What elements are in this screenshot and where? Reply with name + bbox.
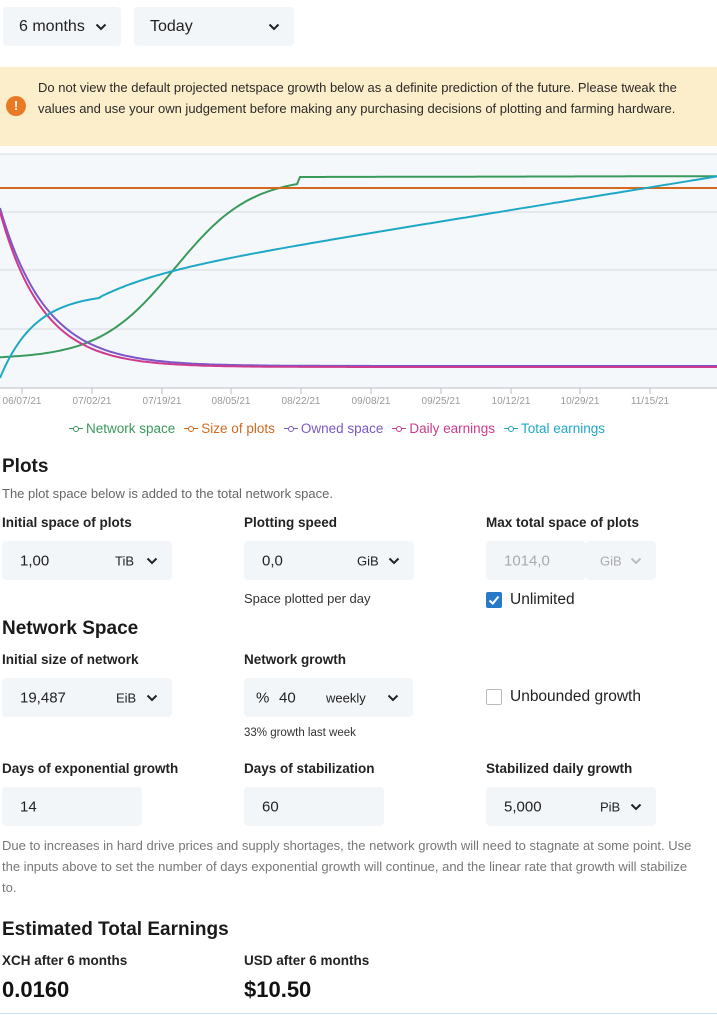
- chart-gridlines: [0, 153, 717, 389]
- x-tick-label: 08/22/21: [282, 396, 321, 407]
- legend-item[interactable]: Owned space: [283, 421, 384, 436]
- plotting-speed-value: 0,0: [262, 552, 283, 569]
- days-exponential-value: 14: [20, 798, 37, 815]
- stabilized-growth-unit[interactable]: PiB: [600, 799, 621, 814]
- chevron-down-icon: [268, 23, 280, 30]
- chevron-down-icon[interactable]: [387, 694, 399, 702]
- start-select[interactable]: Today: [134, 7, 294, 46]
- initial-network-value: 19,487: [20, 689, 66, 706]
- period-select[interactable]: 6 months: [3, 7, 121, 46]
- chevron-down-icon[interactable]: [630, 803, 642, 811]
- legend-marker-icon: [392, 424, 407, 434]
- warning-text: Do not view the default projected netspa…: [38, 80, 677, 116]
- bottom-divider: [0, 1013, 717, 1014]
- max-space-unit-select[interactable]: GiB: [586, 541, 656, 580]
- unbounded-growth-label[interactable]: Unbounded growth: [510, 688, 641, 705]
- series-line-total-earnings: [0, 175, 717, 379]
- days-stabilization-value: 60: [262, 798, 279, 815]
- legend-label: Daily earnings: [409, 421, 495, 436]
- xch-value: 0.0160: [2, 977, 70, 1002]
- legend-item[interactable]: Daily earnings: [392, 421, 495, 436]
- xch-label: XCH after 6 months: [2, 953, 128, 968]
- plotting-speed-unit[interactable]: GiB: [357, 553, 379, 568]
- legend-item[interactable]: Total earnings: [503, 421, 606, 436]
- period-select-value: 6 months: [19, 17, 85, 35]
- x-tick-label: 09/08/21: [352, 396, 391, 407]
- max-space-input[interactable]: 1014,0: [486, 541, 586, 580]
- plotting-speed-input[interactable]: 0,0 GiB: [244, 541, 414, 580]
- start-select-value: Today: [150, 17, 193, 35]
- usd-value: $10.50: [244, 977, 312, 1002]
- days-exponential-input[interactable]: 14: [2, 787, 142, 826]
- exclamation-icon: !: [6, 96, 26, 116]
- x-axis-ticks: [21, 388, 651, 394]
- plots-title: Plots: [2, 456, 49, 477]
- chevron-down-icon[interactable]: [146, 557, 158, 565]
- plotting-speed-hint: Space plotted per day: [244, 591, 371, 606]
- x-tick-label: 09/25/21: [422, 396, 461, 407]
- initial-network-unit[interactable]: EiB: [116, 690, 137, 705]
- stabilized-growth-value: 5,000: [504, 798, 542, 815]
- legend-marker-icon: [283, 424, 298, 434]
- chevron-down-icon[interactable]: [146, 694, 158, 702]
- chevron-down-icon: [95, 23, 107, 30]
- unbounded-growth-checkbox[interactable]: [486, 689, 502, 705]
- legend-label: Network space: [86, 421, 176, 436]
- unlimited-checkbox[interactable]: [486, 592, 502, 608]
- netspace-chart: 06/07/21 07/02/21 07/19/21 08/05/21 08/22/21…: [0, 153, 717, 407]
- series-line-daily-earnings: [0, 211, 717, 368]
- stabilized-growth-label: Stabilized daily growth: [486, 761, 633, 776]
- network-note: Due to increases in hard drive prices an…: [2, 838, 692, 895]
- initial-network-input[interactable]: 19,487 EiB: [2, 678, 172, 717]
- percent-sign: %: [256, 689, 270, 706]
- network-space-title: Network Space: [2, 618, 139, 639]
- legend-label: Total earnings: [520, 421, 606, 436]
- warning-banner: ! Do not view the default projected nets…: [0, 67, 717, 146]
- initial-space-unit[interactable]: TiB: [115, 553, 135, 568]
- legend-item[interactable]: Size of plots: [184, 421, 275, 436]
- max-space-unit: GiB: [600, 553, 622, 568]
- unlimited-label[interactable]: Unlimited: [510, 591, 575, 608]
- initial-network-label: Initial size of network: [2, 652, 139, 667]
- earnings-title: Estimated Total Earnings: [2, 919, 229, 940]
- chart-legend: Network space Size of plots Owned space Dai…: [69, 421, 605, 436]
- x-tick-label: 10/12/21: [492, 396, 531, 407]
- legend-label: Size of plots: [201, 421, 275, 436]
- x-tick-label: 06/07/21: [3, 396, 42, 407]
- chevron-down-icon[interactable]: [388, 557, 400, 565]
- legend-item[interactable]: Network space: [69, 421, 175, 436]
- legend-marker-icon: [69, 424, 83, 434]
- network-growth-value: 40: [279, 689, 296, 706]
- initial-space-value: 1,00: [20, 552, 50, 569]
- series-line-network-space: [0, 175, 717, 359]
- plotting-speed-label: Plotting speed: [244, 515, 338, 530]
- x-tick-label: 10/29/21: [561, 396, 600, 407]
- x-axis-tick-labels: 06/07/21 07/02/21 07/19/21 08/05/21 08/22/21…: [3, 396, 670, 407]
- network-growth-hint: 33% growth last week: [244, 727, 356, 739]
- check-icon: [488, 595, 500, 605]
- legend-marker-icon: [503, 424, 518, 434]
- usd-label: USD after 6 months: [244, 953, 370, 968]
- x-tick-label: 07/19/21: [143, 396, 182, 407]
- max-space-value: 1014,0: [504, 552, 550, 569]
- stabilized-growth-input[interactable]: 5,000 PiB: [486, 787, 656, 826]
- days-exponential-label: Days of exponential growth: [2, 761, 179, 776]
- days-stabilization-input[interactable]: 60: [244, 787, 384, 826]
- legend-marker-icon: [184, 424, 199, 434]
- chevron-down-icon: [630, 557, 642, 564]
- initial-space-label: Initial space of plots: [2, 515, 132, 530]
- network-growth-input[interactable]: % 40 weekly: [244, 678, 413, 717]
- x-tick-label: 07/02/21: [73, 396, 112, 407]
- x-tick-label: 11/15/21: [631, 396, 670, 407]
- x-tick-label: 08/05/21: [212, 396, 251, 407]
- initial-space-input[interactable]: 1,00 TiB: [2, 541, 172, 580]
- network-growth-label: Network growth: [244, 652, 347, 667]
- chart-series: [0, 175, 717, 379]
- network-growth-period[interactable]: weekly: [326, 690, 366, 705]
- plots-subtitle: The plot space below is added to the tot…: [2, 486, 333, 501]
- legend-label: Owned space: [300, 421, 384, 436]
- max-space-label: Max total space of plots: [486, 515, 640, 530]
- days-stabilization-label: Days of stabilization: [244, 761, 375, 776]
